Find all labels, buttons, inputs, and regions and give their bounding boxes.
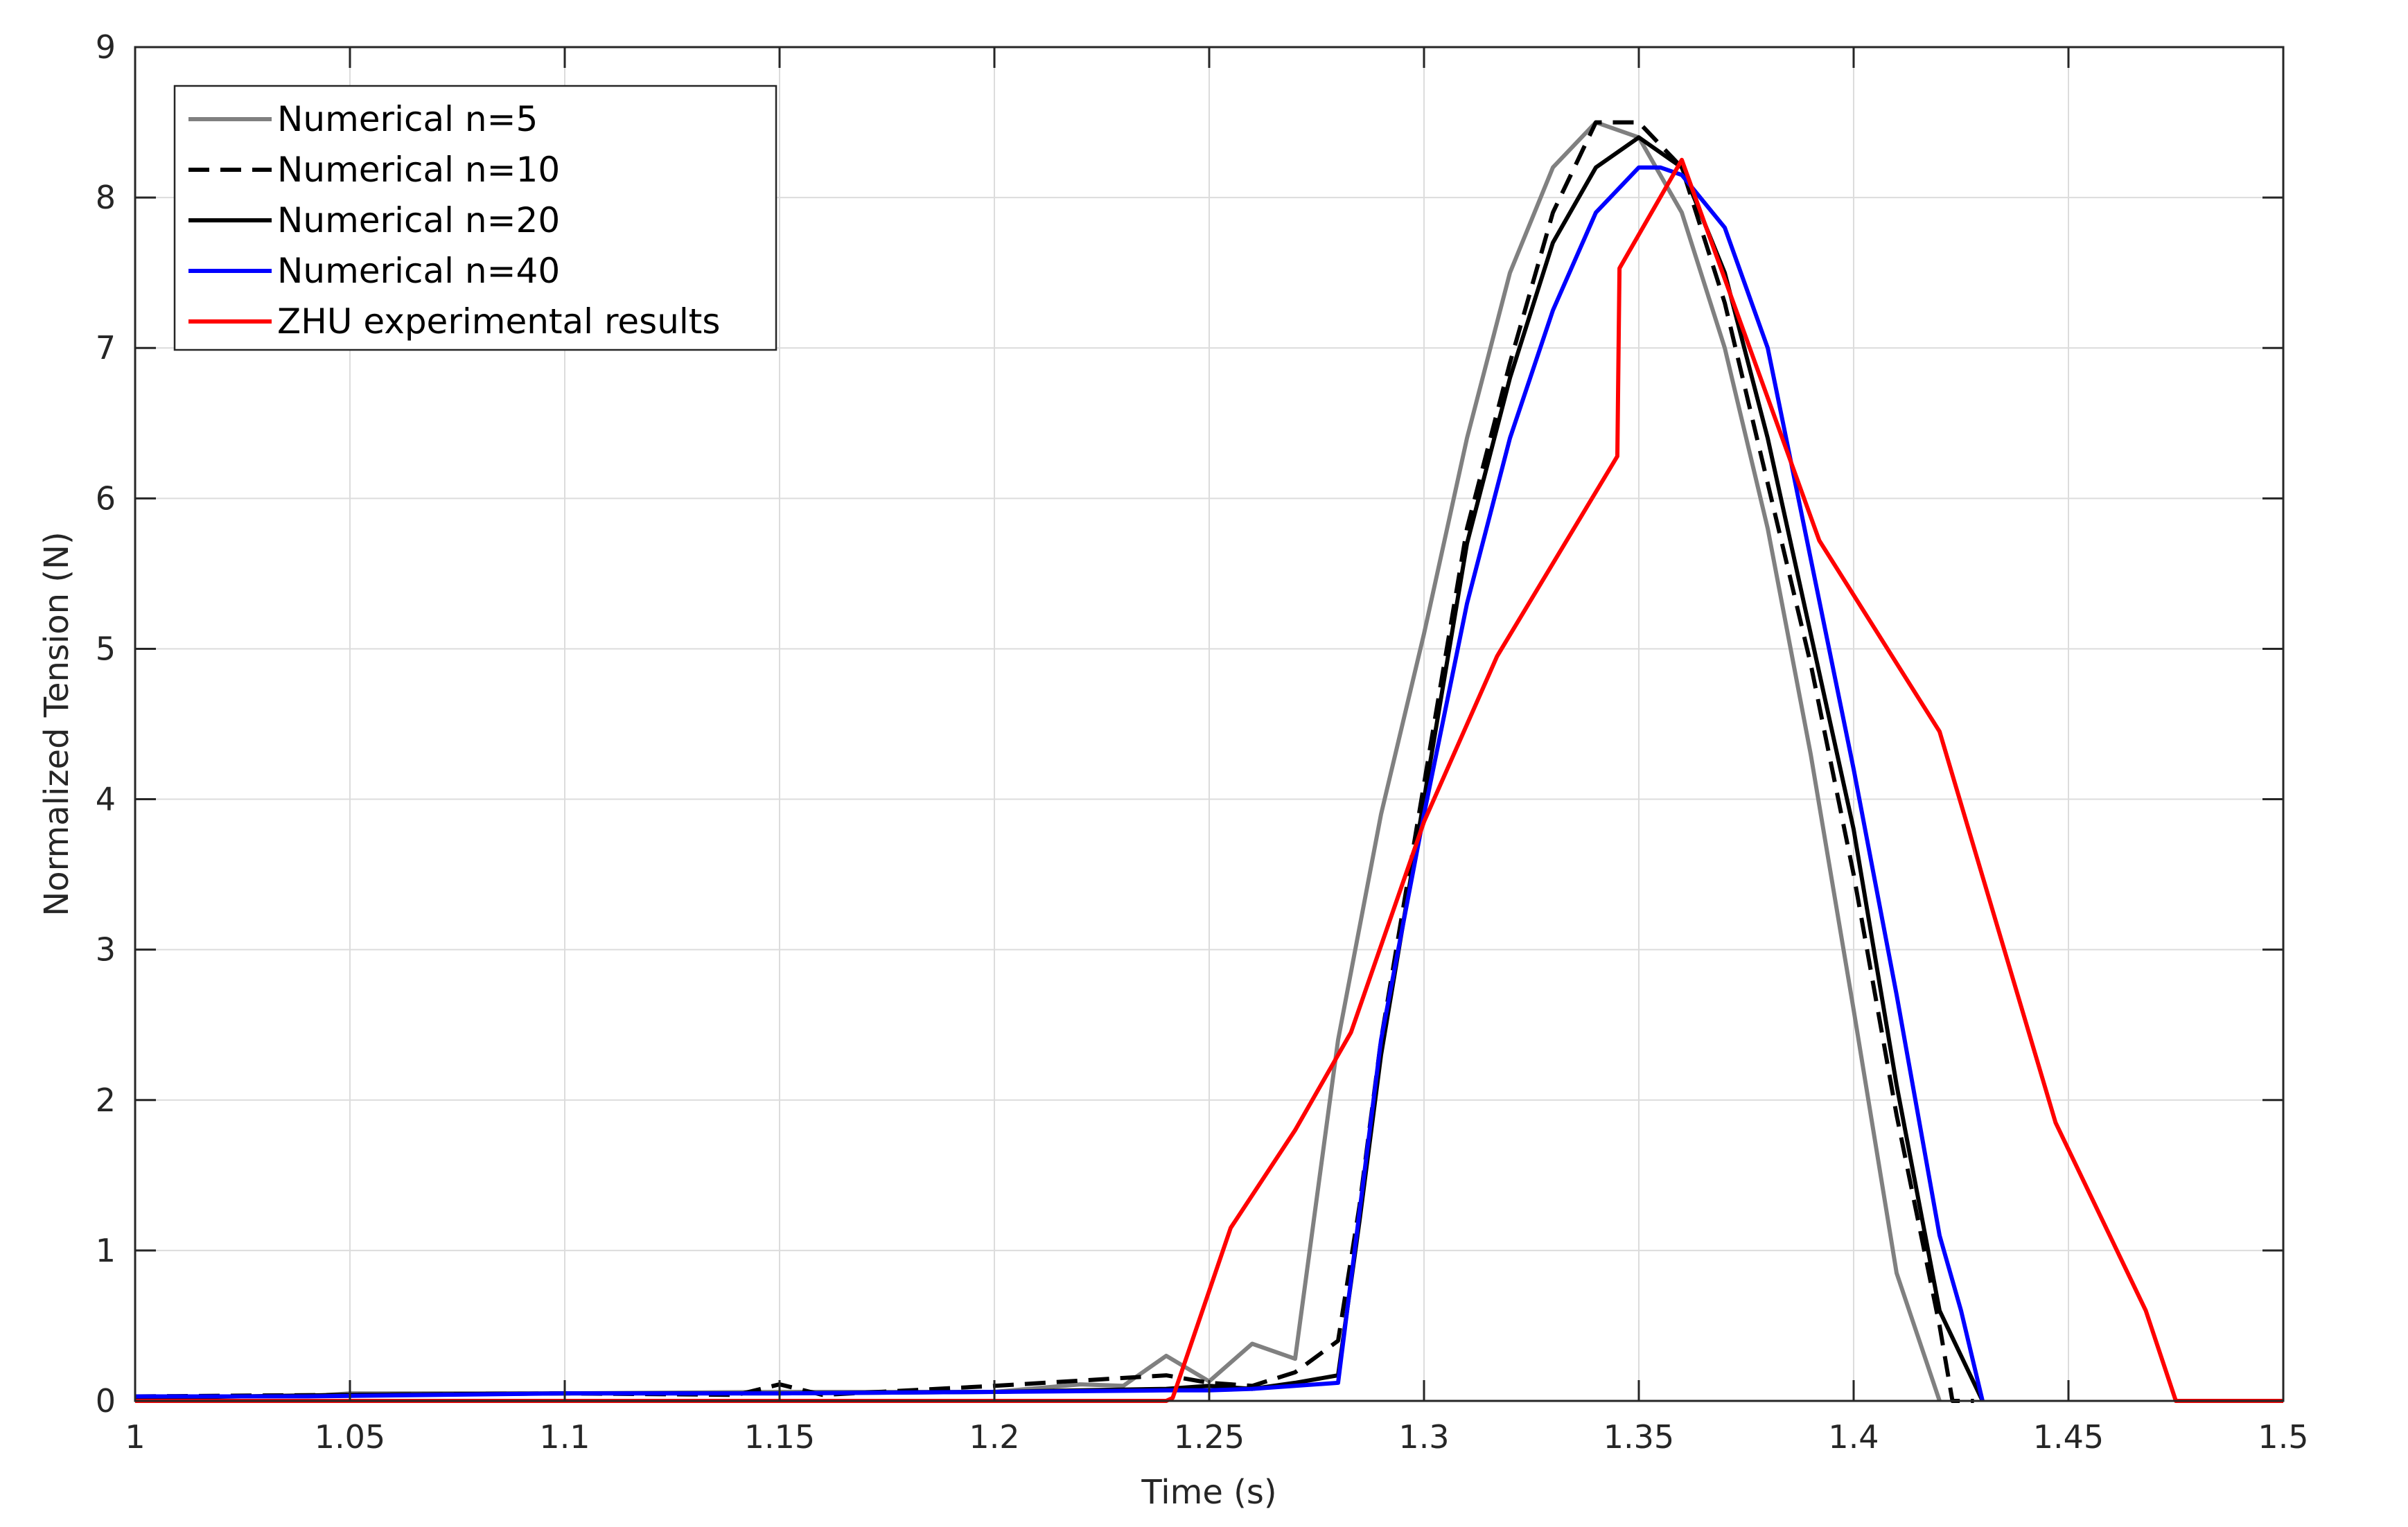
y-tick-label: 9	[96, 28, 116, 66]
y-tick-label: 5	[96, 630, 116, 667]
y-tick-label: 2	[96, 1082, 116, 1119]
x-tick-label: 1.05	[315, 1418, 385, 1456]
series-line-4	[135, 165, 1985, 1402]
y-tick-labels: 0 1 2 3 4 5 6 7 8 9	[96, 28, 116, 1420]
y-tick-label: 1	[96, 1232, 116, 1269]
y-tick-label: 8	[96, 179, 116, 216]
legend: Numerical n=5 Numerical n=10 Numerical n=2…	[173, 85, 777, 351]
y-axis-label: Normalized Tension (N)	[37, 531, 76, 916]
series-layer	[134, 120, 2283, 1403]
legend-box	[173, 85, 777, 351]
legend-entry-label: Numerical n=20	[277, 200, 560, 240]
legend-entry-label: Numerical n=10	[277, 150, 560, 190]
series-line-5	[135, 157, 2283, 1403]
legend-entry-label: Numerical n=40	[277, 251, 560, 291]
y-tick-label: 4	[96, 781, 116, 818]
x-tick-label: 1.1	[539, 1418, 590, 1456]
axis-ticks	[134, 46, 2285, 1402]
x-tick-label: 1.5	[2258, 1418, 2308, 1456]
x-axis-label: Time (s)	[1141, 1473, 1276, 1512]
x-tick-label: 1.25	[1174, 1418, 1245, 1456]
x-tick-labels: 1 1.05 1.1 1.15 1.2 1.25 1.3 1.35 1.4 1.45 1.5	[125, 1418, 2308, 1456]
x-tick-label: 1.15	[744, 1418, 815, 1456]
legend-entry-label: Numerical n=5	[277, 99, 538, 139]
x-tick-label: 1.45	[2033, 1418, 2104, 1456]
x-tick-label: 1	[125, 1418, 145, 1456]
x-tick-label: 1.35	[1603, 1418, 1674, 1456]
x-tick-label: 1.2	[969, 1418, 1019, 1456]
x-tick-label: 1.4	[1828, 1418, 1879, 1456]
y-tick-label: 0	[96, 1382, 116, 1420]
y-tick-label: 6	[96, 479, 116, 517]
x-tick-label: 1.3	[1398, 1418, 1449, 1456]
y-tick-label: 3	[96, 931, 116, 969]
y-tick-label: 7	[96, 329, 116, 367]
legend-entry-label: ZHU experimental results	[277, 301, 720, 342]
